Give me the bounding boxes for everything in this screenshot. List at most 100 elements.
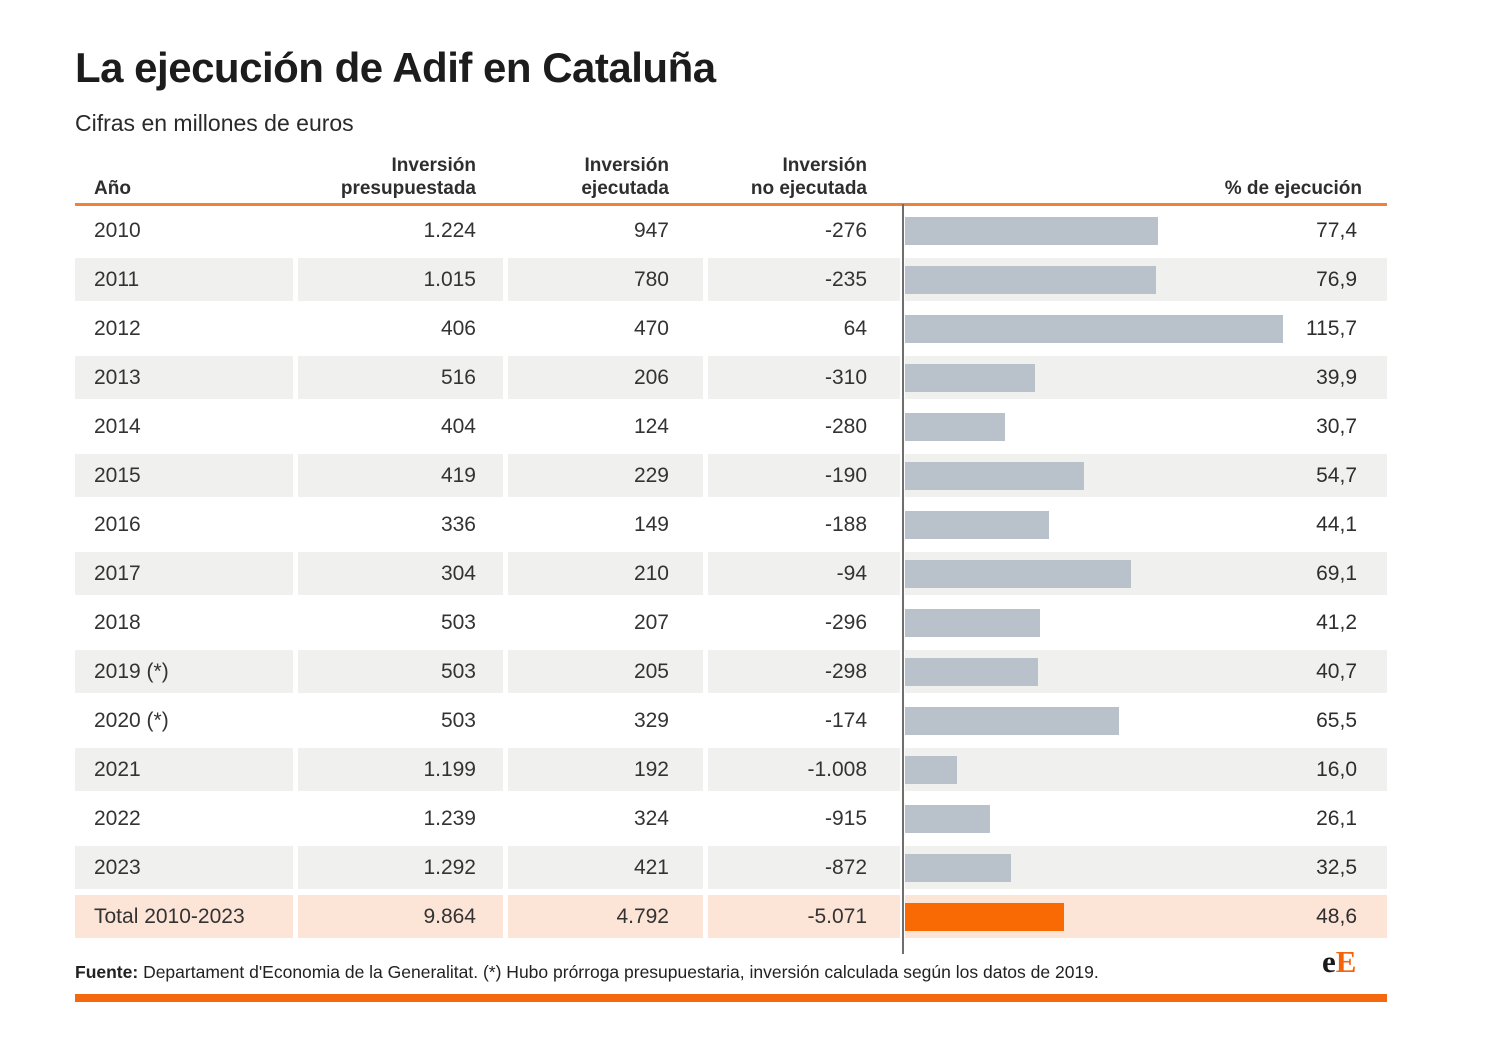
budgeted-investment-cell: 1.015 [298, 255, 503, 304]
year-cell: 2017 [75, 549, 293, 598]
execution-pct-value: 77,4 [1316, 219, 1357, 242]
not-executed-investment-cell: -188 [824, 513, 867, 536]
budgeted-investment-cell: 1.292 [298, 843, 503, 892]
column-header-budgeted-line2: presupuestada [340, 178, 476, 199]
not-executed-investment-cell: -310 [708, 353, 900, 402]
execution-bar [905, 511, 1049, 539]
column-header-executed-line2: ejecutada [581, 178, 669, 199]
execution-pct-value: 26,1 [1316, 807, 1357, 830]
column-header-not-executed: Inversión no ejecutada [708, 154, 900, 200]
year-cell: 2010 [94, 219, 141, 242]
execution-bar [905, 805, 990, 833]
not-executed-investment-cell: -1.008 [708, 745, 900, 794]
execution-pct-value: 76,9 [1316, 268, 1357, 291]
execution-bar [905, 707, 1119, 735]
executed-investment-cell: 124 [633, 415, 669, 438]
table-row: 2014 404 124 -280 30,7 [75, 402, 1387, 451]
budgeted-investment-cell: 336 [440, 513, 476, 536]
table-row: 2018 503 207 -296 41,2 [75, 598, 1387, 647]
execution-bar-cell: 32,5 [905, 843, 1387, 892]
page-title: La ejecución de Adif en Cataluña [75, 44, 716, 91]
execution-bar [905, 756, 957, 784]
execution-pct-value: 30,7 [1316, 415, 1357, 438]
column-header-executed: Inversión ejecutada [508, 154, 703, 200]
budgeted-investment-cell: 503 [298, 647, 503, 696]
not-executed-investment-cell: -280 [824, 415, 867, 438]
year-cell: 2011 [75, 255, 293, 304]
budgeted-investment-cell: 503 [440, 611, 476, 634]
execution-bar-cell: 44,1 [905, 500, 1387, 549]
year-cell: 2021 [75, 745, 293, 794]
table-row: 2019 (*) 503 205 -298 40,7 [75, 647, 1387, 696]
year-cell: 2014 [94, 415, 141, 438]
execution-bar [905, 658, 1038, 686]
not-executed-investment-cell: -296 [824, 611, 867, 634]
executed-investment-cell: 206 [508, 353, 703, 402]
budgeted-investment-cell: 1.224 [423, 219, 476, 242]
table-row: 2023 1.292 421 -872 32,5 [75, 843, 1387, 892]
execution-bar [905, 217, 1158, 245]
budgeted-investment-cell: 406 [440, 317, 476, 340]
execution-bar [905, 560, 1131, 588]
execution-pct-value: 16,0 [1316, 758, 1357, 781]
column-header-not-executed-line1: Inversión [782, 155, 867, 176]
execution-pct-value: 32,5 [1316, 856, 1357, 879]
execution-bar-cell: 77,4 [905, 206, 1387, 255]
column-header-pct: % de ejecución [1224, 178, 1362, 199]
column-header-year: Año [94, 178, 131, 199]
not-executed-investment-cell: -298 [708, 647, 900, 696]
table-row: 2013 516 206 -310 39,9 [75, 353, 1387, 402]
execution-bar-cell: 40,7 [905, 647, 1387, 696]
table-body: 2010 1.224 947 -276 77,4 2011 1.015 780 … [75, 206, 1387, 941]
table-row: 2011 1.015 780 -235 76,9 [75, 255, 1387, 304]
source-label: Fuente: [75, 962, 139, 982]
column-header-executed-line1: Inversión [584, 155, 669, 176]
execution-pct-value: 115,7 [1306, 317, 1357, 340]
execution-bar [905, 609, 1040, 637]
execution-pct-value: 48,6 [1316, 905, 1357, 928]
executed-investment-cell: 947 [633, 219, 669, 242]
execution-bar-cell: 115,7 [905, 304, 1387, 353]
year-cell: 2012 [94, 317, 141, 340]
execution-bar-cell: 26,1 [905, 794, 1387, 843]
budgeted-investment-cell: 419 [298, 451, 503, 500]
budgeted-investment-cell: 1.239 [423, 807, 476, 830]
execution-bar-cell: 69,1 [905, 549, 1387, 598]
executed-investment-cell: 207 [633, 611, 669, 634]
year-cell: 2018 [94, 611, 141, 634]
not-executed-investment-cell: -94 [708, 549, 900, 598]
execution-pct-value: 44,1 [1316, 513, 1357, 536]
budgeted-investment-cell: 503 [440, 709, 476, 732]
table-row: 2022 1.239 324 -915 26,1 [75, 794, 1387, 843]
not-executed-investment-cell: -190 [708, 451, 900, 500]
year-cell: 2019 (*) [75, 647, 293, 696]
footer-rule [75, 994, 1387, 1002]
execution-bar [905, 266, 1156, 294]
table-row: 2010 1.224 947 -276 77,4 [75, 206, 1387, 255]
header-rule [75, 203, 1387, 206]
execution-bar-cell: 30,7 [905, 402, 1387, 451]
executed-investment-cell: 780 [508, 255, 703, 304]
year-cell: 2013 [75, 353, 293, 402]
year-cell: Total 2010-2023 [75, 892, 293, 941]
not-executed-investment-cell: -174 [824, 709, 867, 732]
not-executed-investment-cell: -915 [824, 807, 867, 830]
execution-bar-cell: 16,0 [905, 745, 1387, 794]
executed-investment-cell: 421 [508, 843, 703, 892]
year-cell: 2020 (*) [94, 709, 169, 732]
column-header-not-executed-line2: no ejecutada [750, 178, 867, 199]
not-executed-investment-cell: -276 [824, 219, 867, 242]
executed-investment-cell: 329 [633, 709, 669, 732]
budgeted-investment-cell: 9.864 [298, 892, 503, 941]
not-executed-investment-cell: -5.071 [708, 892, 900, 941]
execution-bar [905, 854, 1011, 882]
executed-investment-cell: 210 [508, 549, 703, 598]
table-row: Total 2010-2023 9.864 4.792 -5.071 48,6 [75, 892, 1387, 941]
year-cell: 2023 [75, 843, 293, 892]
not-executed-investment-cell: -872 [708, 843, 900, 892]
page-subtitle: Cifras en millones de euros [75, 110, 354, 136]
budgeted-investment-cell: 1.199 [298, 745, 503, 794]
not-executed-investment-cell: -235 [708, 255, 900, 304]
executed-investment-cell: 205 [508, 647, 703, 696]
execution-bar [905, 364, 1035, 392]
